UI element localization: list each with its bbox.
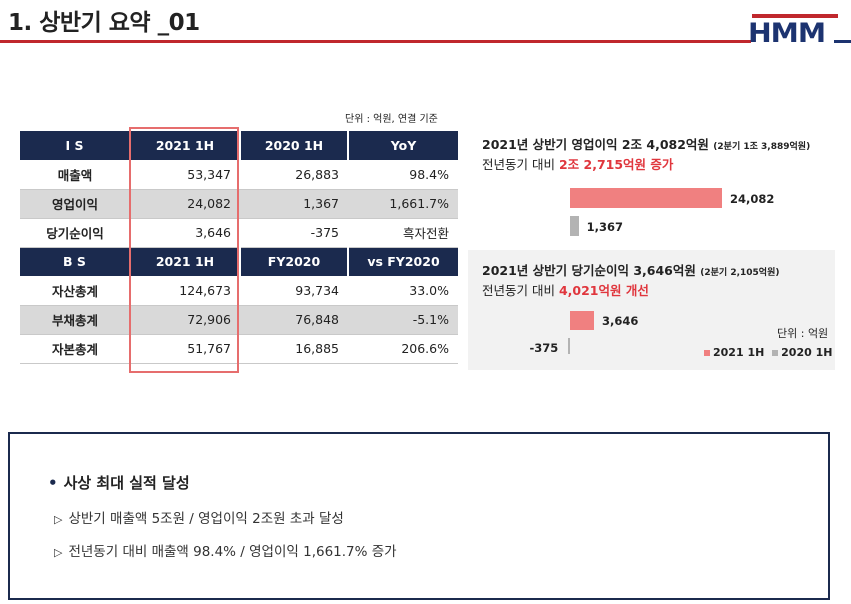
- is-header-cell: 2020 1H: [240, 131, 349, 160]
- is-header-row: I S 2021 1H 2020 1H YoY: [20, 131, 458, 160]
- cell-value: 206.6%: [348, 334, 458, 364]
- cell-value: 124,673: [130, 276, 240, 306]
- bar-2021-1h: [570, 311, 594, 330]
- row-label: 영업이익: [20, 189, 130, 219]
- cell-value: 16,885: [240, 334, 348, 364]
- bs-header-cell: B S: [20, 247, 131, 276]
- summary-heading: • 사상 최대 실적 달성: [48, 472, 190, 493]
- financial-table: I S 2021 1H 2020 1H YoY 매출액 53,347 26,88…: [20, 131, 458, 364]
- table-row: 매출액 53,347 26,883 98.4%: [20, 160, 458, 190]
- cell-value: -375: [240, 218, 348, 248]
- cell-value: 24,082: [130, 189, 240, 219]
- row-label: 당기순이익: [20, 218, 130, 248]
- row-label: 부채총계: [20, 305, 130, 335]
- cell-value: 1,661.7%: [348, 189, 458, 219]
- cell-value: 53,347: [130, 160, 240, 190]
- legend-swatch-2020: [772, 350, 779, 356]
- page-title: 1. 상반기 요약 _01: [8, 10, 200, 36]
- bar-2020-1h: [567, 338, 570, 354]
- cell-value: 93,734: [240, 276, 348, 306]
- panel-sub-highlight: 2조 2,715억원 증가: [558, 157, 674, 172]
- bar-2021-1h: [570, 188, 722, 208]
- title-underline: [0, 40, 751, 43]
- cell-value: 98.4%: [348, 160, 458, 190]
- panel-subheading: 전년동기 대비 2조 2,715억원 증가: [482, 154, 673, 173]
- panel-heading-text: 2021년 상반기 영업이익 2조 4,082억원: [482, 137, 709, 152]
- cell-value: 26,883: [240, 160, 348, 190]
- cell-value: 3,646: [130, 218, 240, 248]
- hmm-logo: HMM: [748, 18, 826, 49]
- bullet-dot-icon: •: [48, 474, 58, 492]
- summary-box: • 사상 최대 실적 달성 ▷ 상반기 매출액 5조원 / 영업이익 2조원 초과 …: [8, 432, 830, 600]
- cell-value: 33.0%: [348, 276, 458, 306]
- net-income-panel: 2021년 상반기 당기순이익 3,646억원 (2분기 2,105억원) 전년…: [468, 250, 835, 370]
- cell-value: 76,848: [240, 305, 348, 335]
- summary-item: ▷ 상반기 매출액 5조원 / 영업이익 2조원 초과 달성: [54, 507, 344, 527]
- panel-heading: 2021년 상반기 당기순이익 3,646억원 (2분기 2,105억원): [482, 260, 779, 279]
- chart-legend: 2021 1H 2020 1H: [704, 346, 832, 359]
- table-row: 자산총계 124,673 93,734 33.0%: [20, 276, 458, 306]
- summary-item: ▷ 전년동기 대비 매출액 98.4% / 영업이익 1,661.7% 증가: [54, 540, 397, 560]
- highlight-column-box: [129, 127, 239, 373]
- table-row: 영업이익 24,082 1,367 1,661.7%: [20, 189, 458, 219]
- table-row: 부채총계 72,906 76,848 -5.1%: [20, 305, 458, 335]
- legend-label-2020: 2020 1H: [781, 346, 833, 359]
- is-header-cell: 2021 1H: [130, 131, 241, 160]
- logo-underline: [834, 40, 851, 43]
- panel-heading-note: (2분기 1조 3,889억원): [713, 142, 811, 152]
- summary-item-text: 상반기 매출액 5조원 / 영업이익 2조원 초과 달성: [68, 511, 344, 527]
- bar-value-2021-1h: 24,082: [730, 192, 775, 206]
- table-row: 당기순이익 3,646 -375 흑자전환: [20, 218, 458, 248]
- summary-heading-text: 사상 최대 실적 달성: [63, 474, 190, 492]
- summary-item-text: 전년동기 대비 매출액 98.4% / 영업이익 1,661.7% 증가: [68, 544, 397, 560]
- cell-value: 흑자전환: [348, 218, 458, 248]
- bar-value-2021-1h: 3,646: [602, 314, 639, 328]
- bs-header-cell: 2021 1H: [130, 247, 241, 276]
- is-header-cell: YoY: [348, 131, 458, 160]
- cell-value: -5.1%: [348, 305, 458, 335]
- bar-value-2020-1h: -375: [529, 341, 559, 355]
- cell-value: 1,367: [240, 189, 348, 219]
- operating-profit-panel: 2021년 상반기 영업이익 2조 4,082억원 (2분기 1조 3,889억…: [468, 125, 835, 244]
- bs-header-row: B S 2021 1H FY2020 vs FY2020: [20, 247, 458, 276]
- legend-label-2021: 2021 1H: [713, 346, 765, 359]
- unit-note: 단위 : 억원, 연결 기준: [345, 114, 438, 125]
- bar-2020-1h: [570, 216, 579, 236]
- bs-header-cell: FY2020: [240, 247, 349, 276]
- bs-header-cell: vs FY2020: [348, 247, 458, 276]
- row-label: 자산총계: [20, 276, 130, 306]
- row-label: 매출액: [20, 160, 130, 190]
- cell-value: 72,906: [130, 305, 240, 335]
- panel-heading-text: 2021년 상반기 당기순이익 3,646억원: [482, 263, 696, 278]
- panel-subheading: 전년동기 대비 4,021억원 개선: [482, 280, 649, 299]
- panel-heading-note: (2분기 2,105억원): [700, 268, 780, 278]
- chart-unit-label: 단위 : 억원: [777, 327, 829, 340]
- is-header-cell: I S: [20, 131, 131, 160]
- logo-top-stripe: [752, 14, 838, 18]
- panel-sub-prefix: 전년동기 대비: [482, 283, 555, 298]
- panel-sub-highlight: 4,021억원 개선: [558, 283, 649, 298]
- panel-heading: 2021년 상반기 영업이익 2조 4,082억원 (2분기 1조 3,889억…: [482, 134, 810, 153]
- bar-value-2020-1h: 1,367: [586, 220, 624, 234]
- triangle-bullet-icon: ▷: [54, 513, 63, 526]
- table-row: 자본총계 51,767 16,885 206.6%: [20, 334, 458, 364]
- row-label: 자본총계: [20, 334, 130, 364]
- legend-swatch-2021: [704, 350, 710, 356]
- panel-sub-prefix: 전년동기 대비: [482, 157, 555, 172]
- triangle-bullet-icon: ▷: [54, 546, 63, 559]
- cell-value: 51,767: [130, 334, 240, 364]
